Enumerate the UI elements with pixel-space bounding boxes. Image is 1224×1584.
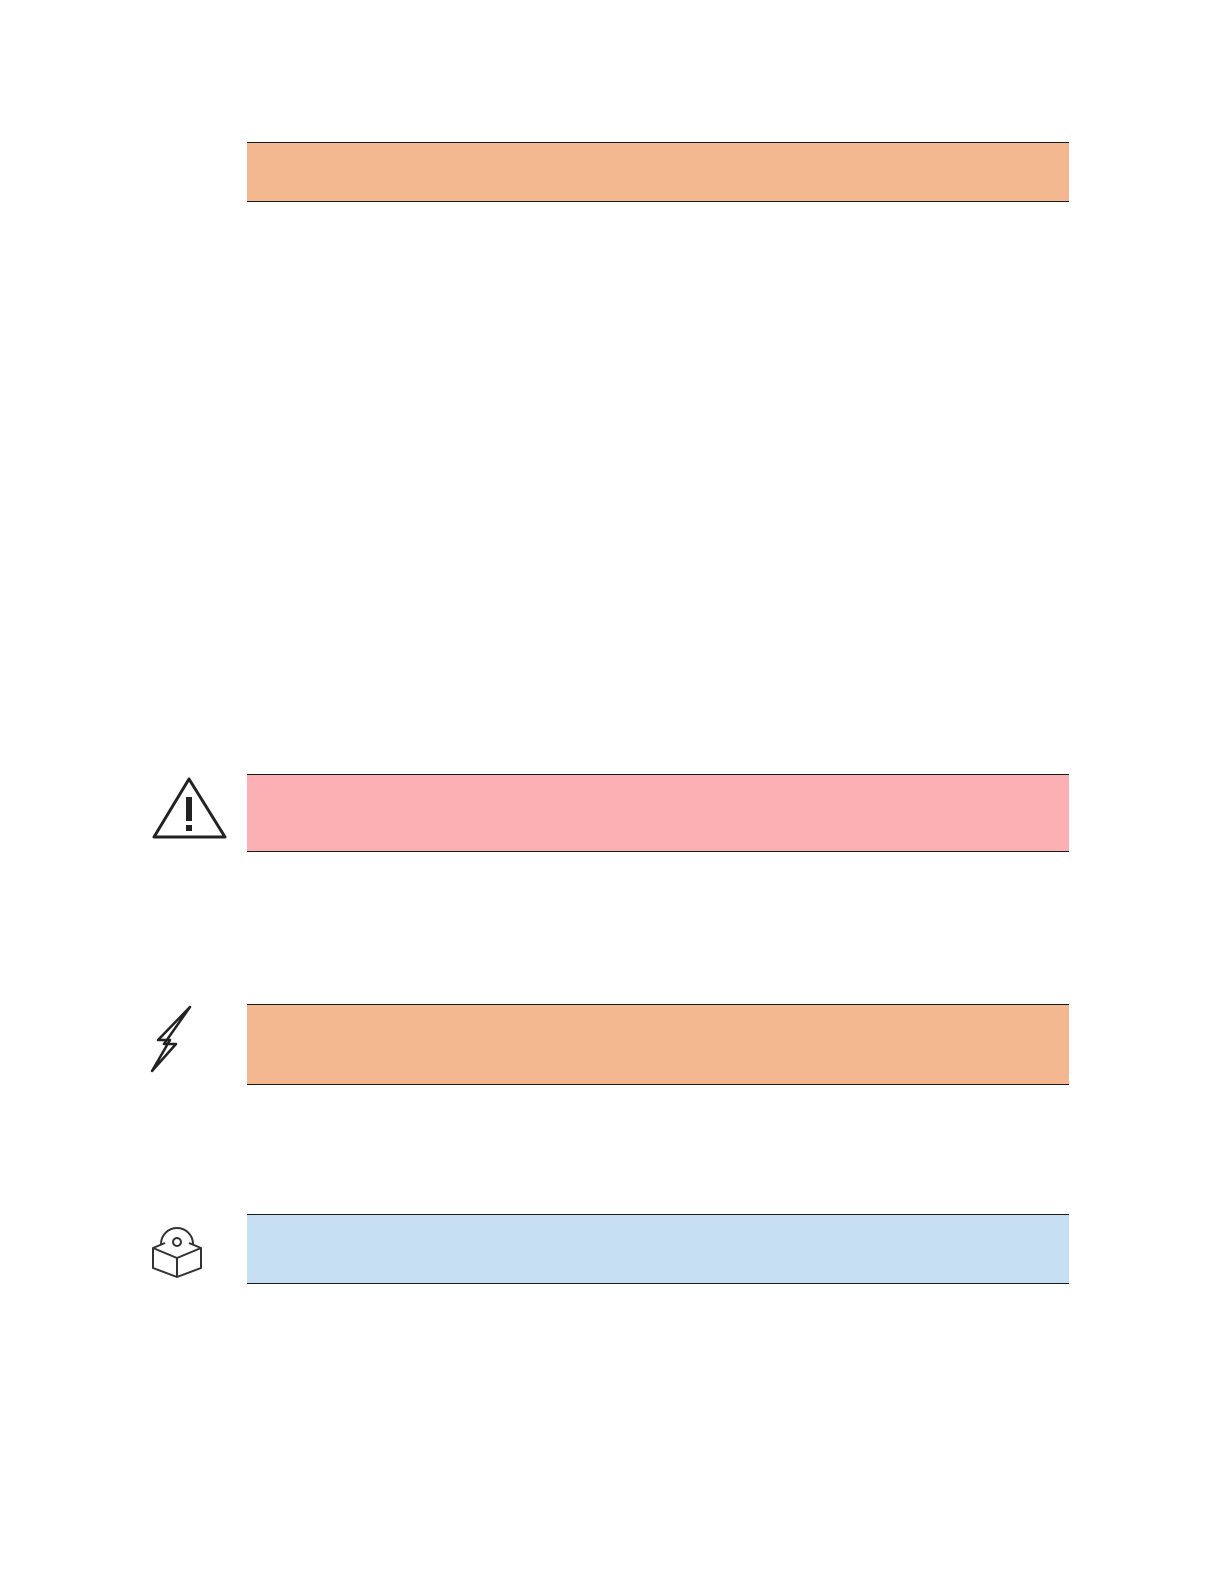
electric-box [247,1004,1069,1085]
caution-box [247,142,1069,202]
warning-box [247,774,1069,852]
note-box [247,1214,1069,1284]
electric-icon [150,1005,192,1073]
note-icon [152,1227,202,1278]
warning-icon [152,777,227,839]
